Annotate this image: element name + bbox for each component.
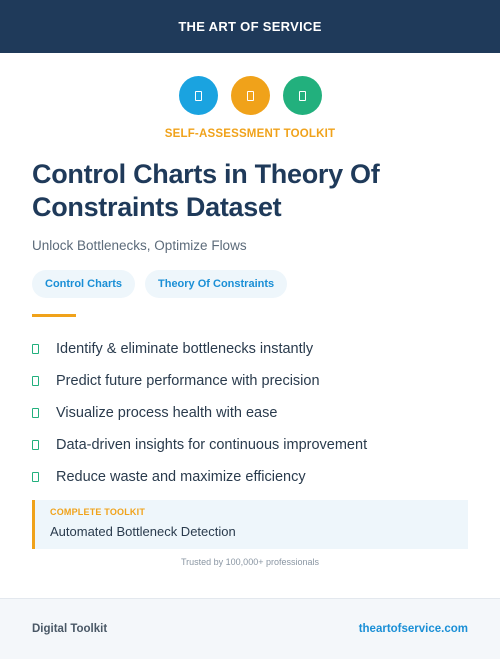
feature-list: Identify & eliminate bottlenecks instant… — [32, 333, 367, 493]
brand-title: THE ART OF SERVICE — [178, 19, 322, 34]
document-icon — [194, 90, 202, 101]
tag-control-charts[interactable]: Control Charts — [32, 270, 135, 298]
title-line-1: Control Charts in Theory Of — [32, 159, 380, 189]
feature-text: Visualize process health with ease — [56, 405, 278, 421]
list-item: Data-driven insights for continuous impr… — [32, 429, 367, 461]
list-item: Predict future performance with precisio… — [32, 365, 367, 397]
list-item: Reduce waste and maximize efficiency — [32, 461, 367, 493]
document-icon — [298, 90, 306, 101]
check-icon — [32, 472, 39, 482]
callout-value: Automated Bottleneck Detection — [50, 524, 236, 539]
feature-text: Reduce waste and maximize efficiency — [56, 469, 306, 485]
page-title: Control Charts in Theory Of Constraints … — [32, 158, 472, 224]
feature-text: Data-driven insights for continuous impr… — [56, 437, 368, 453]
tag-list: Control Charts Theory Of Constraints — [32, 270, 288, 298]
accent-divider — [32, 314, 76, 317]
check-icon — [32, 408, 39, 418]
callout-label: COMPLETE TOOLKIT — [50, 507, 146, 517]
subtitle: Unlock Bottlenecks, Optimize Flows — [32, 238, 247, 253]
trust-note: Trusted by 100,000+ professionals — [180, 557, 319, 567]
feature-text: Identify & eliminate bottlenecks instant… — [56, 341, 314, 357]
list-item: Visualize process health with ease — [32, 397, 367, 429]
icon-row — [0, 76, 500, 115]
check-icon — [32, 440, 39, 450]
check-icon — [32, 376, 39, 386]
toolkit-callout: COMPLETE TOOLKIT Automated Bottleneck De… — [32, 500, 468, 549]
document-icon — [246, 90, 254, 101]
orange-circle-icon — [230, 76, 270, 115]
feature-text: Predict future performance with precisio… — [56, 373, 320, 389]
kicker-label: SELF-ASSESSMENT TOOLKIT — [164, 128, 336, 140]
check-icon — [32, 344, 39, 354]
header-bar: THE ART OF SERVICE — [0, 0, 500, 53]
footer-label: Digital Toolkit — [32, 623, 108, 635]
blue-circle-icon — [178, 76, 218, 115]
footer: Digital Toolkit theartofservice.com — [0, 598, 500, 659]
list-item: Identify & eliminate bottlenecks instant… — [32, 333, 367, 365]
website-link[interactable]: theartofservice.com — [358, 623, 468, 635]
green-circle-icon — [282, 76, 322, 115]
tag-theory-of-constraints[interactable]: Theory Of Constraints — [145, 270, 288, 298]
title-line-2: Constraints Dataset — [32, 192, 282, 222]
